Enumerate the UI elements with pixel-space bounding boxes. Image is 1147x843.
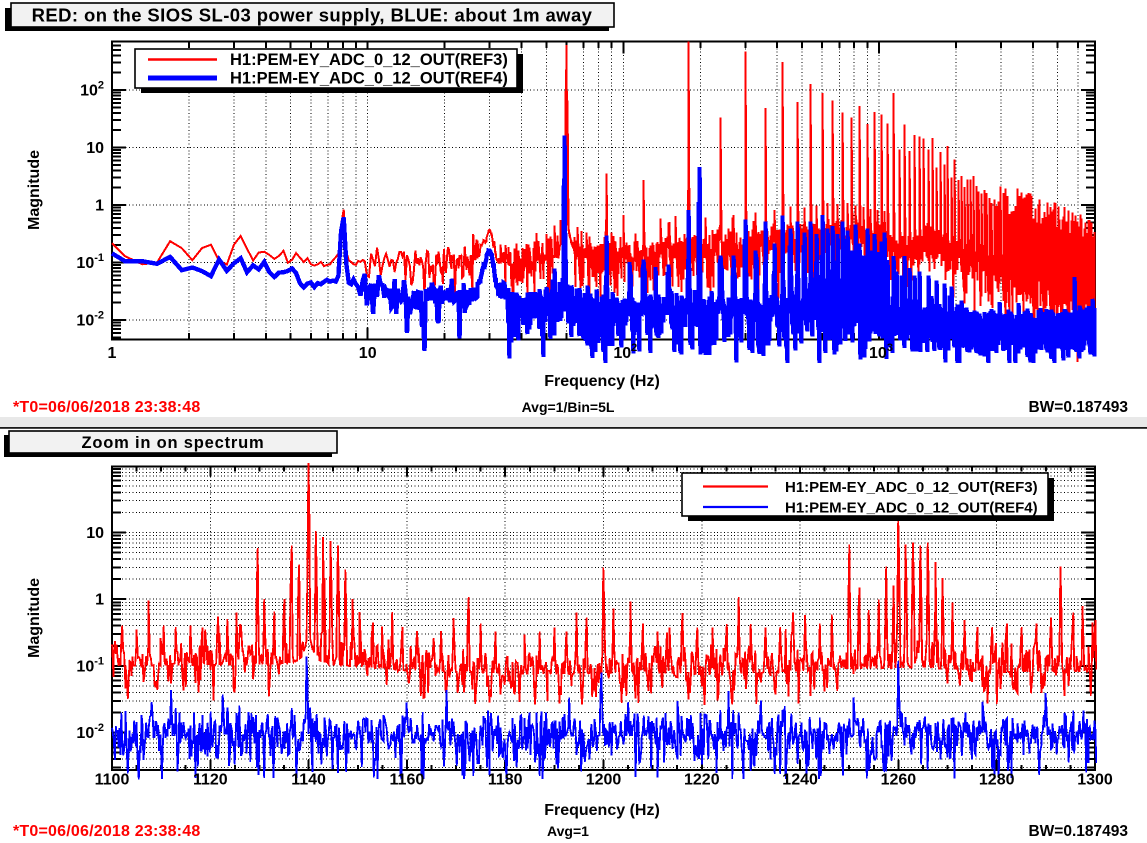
svg-text:Magnitude: Magnitude — [26, 578, 43, 658]
svg-text:1100: 1100 — [95, 772, 130, 789]
svg-text:10: 10 — [86, 140, 104, 157]
svg-text:1220: 1220 — [684, 772, 720, 789]
svg-text:Frequency (Hz): Frequency (Hz) — [544, 802, 660, 819]
svg-text:1: 1 — [95, 198, 104, 215]
svg-text:1180: 1180 — [488, 772, 523, 789]
svg-text:1140: 1140 — [291, 772, 326, 789]
svg-text:10: 10 — [86, 525, 104, 542]
svg-text:1240: 1240 — [782, 772, 818, 789]
svg-text:H1:PEM-EY_ADC_0_12_OUT(REF3): H1:PEM-EY_ADC_0_12_OUT(REF3) — [785, 479, 1038, 496]
svg-text:BW=0.187493: BW=0.187493 — [1028, 823, 1128, 840]
svg-text:RED: on the SIOS SL-03 power s: RED: on the SIOS SL-03 power supply, BLU… — [32, 5, 593, 26]
svg-text:1: 1 — [95, 592, 104, 609]
svg-text:10: 10 — [359, 345, 377, 362]
svg-text:Avg=1: Avg=1 — [547, 823, 589, 839]
svg-text:1120: 1120 — [193, 772, 228, 789]
svg-text:1200: 1200 — [586, 772, 622, 789]
svg-text:1160: 1160 — [390, 772, 425, 789]
svg-text:*T0=06/06/2018 23:38:48: *T0=06/06/2018 23:38:48 — [13, 823, 200, 840]
svg-text:*T0=06/06/2018 23:38:48: *T0=06/06/2018 23:38:48 — [13, 399, 200, 416]
svg-text:1: 1 — [108, 345, 117, 362]
svg-text:BW=0.187493: BW=0.187493 — [1028, 399, 1128, 416]
svg-text:H1:PEM-EY_ADC_0_12_OUT(REF4): H1:PEM-EY_ADC_0_12_OUT(REF4) — [230, 70, 508, 88]
svg-text:Zoom in on spectrum: Zoom in on spectrum — [82, 434, 265, 452]
svg-text:H1:PEM-EY_ADC_0_12_OUT(REF3): H1:PEM-EY_ADC_0_12_OUT(REF3) — [230, 51, 508, 69]
svg-text:Avg=1/Bin=5L: Avg=1/Bin=5L — [522, 399, 615, 415]
svg-text:1280: 1280 — [979, 772, 1015, 789]
svg-text:1260: 1260 — [881, 772, 917, 789]
svg-text:Frequency (Hz): Frequency (Hz) — [544, 373, 660, 390]
svg-text:Magnitude: Magnitude — [26, 150, 43, 230]
svg-text:H1:PEM-EY_ADC_0_12_OUT(REF4): H1:PEM-EY_ADC_0_12_OUT(REF4) — [785, 500, 1038, 517]
svg-text:1300: 1300 — [1077, 772, 1113, 789]
